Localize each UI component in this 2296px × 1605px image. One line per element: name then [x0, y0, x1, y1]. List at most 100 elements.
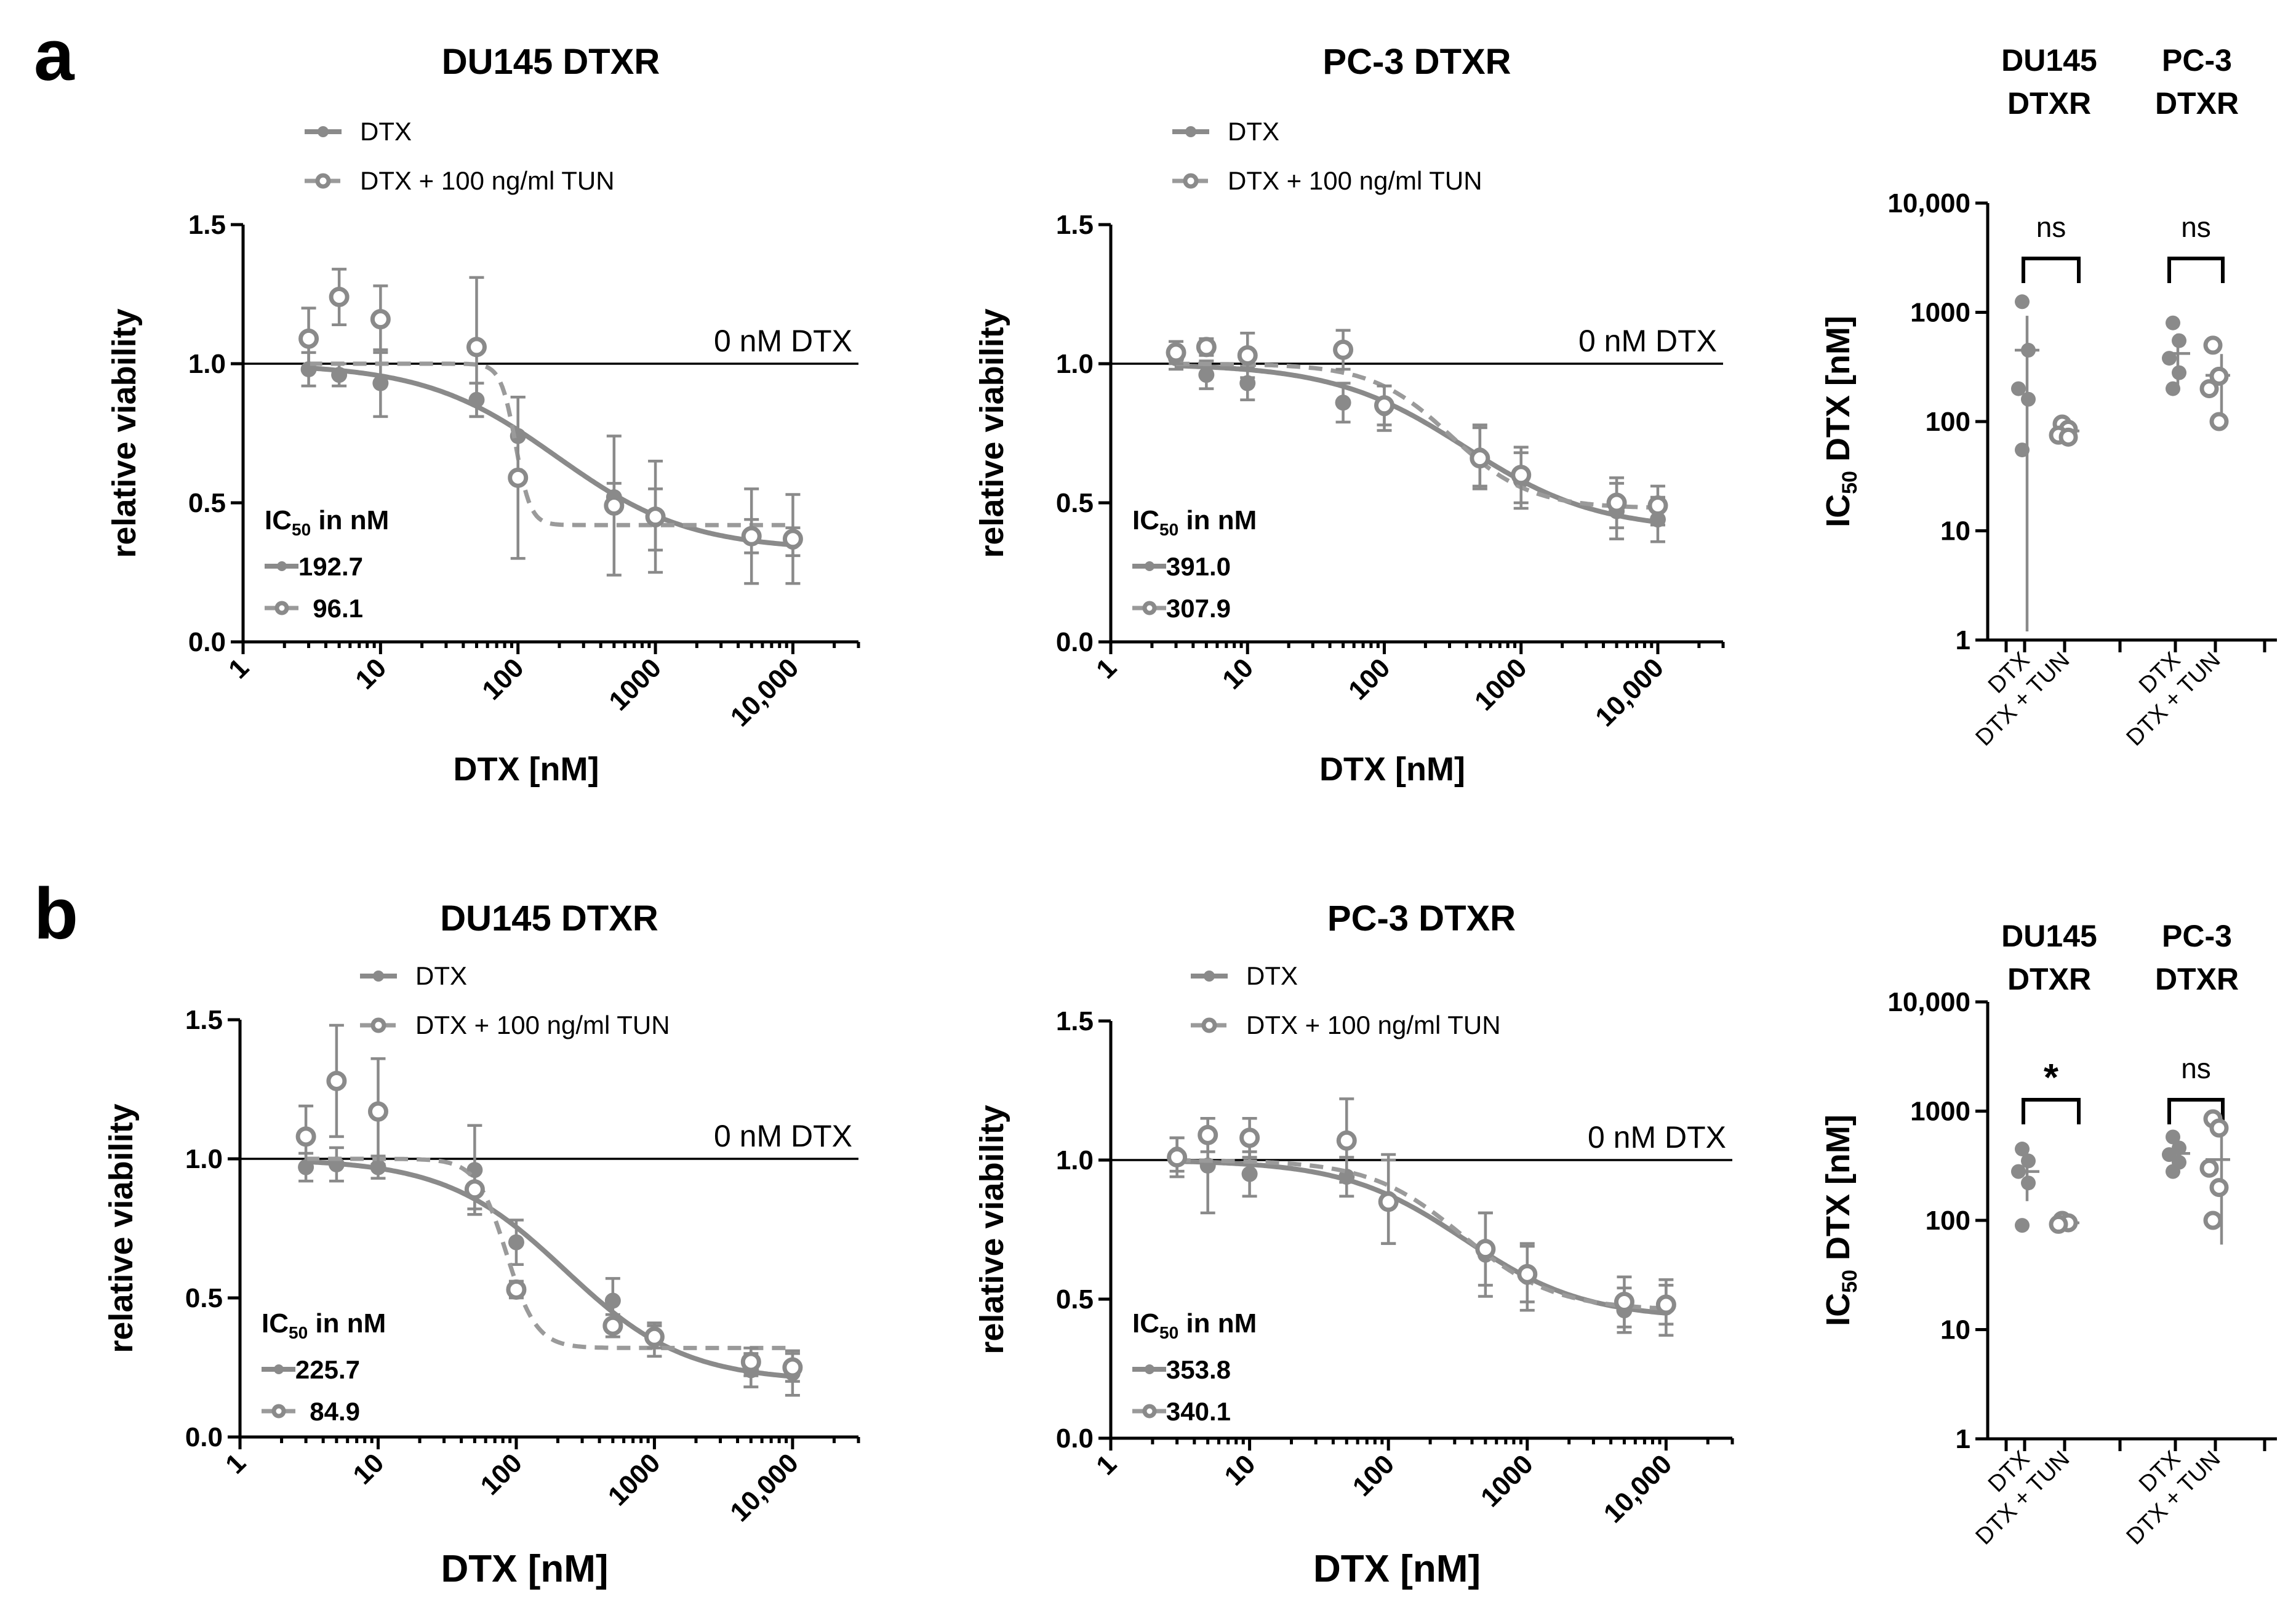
series-dtx-tun [1166, 329, 1668, 529]
data-point [782, 529, 803, 550]
significance-bracket [2022, 257, 2081, 283]
fit-curve [305, 1159, 793, 1379]
x-tick-label: 10,000 [1598, 1449, 1678, 1529]
data-point [604, 1292, 621, 1309]
ic50-marker-tun [271, 1404, 286, 1419]
x-tick-label: 10 [350, 652, 392, 695]
ic50-value-tun: 340.1 [1166, 1397, 1231, 1426]
data-point [2209, 1118, 2229, 1138]
ic50-value-tun: 96.1 [313, 594, 363, 623]
data-point [1374, 395, 1394, 416]
data-point [370, 309, 391, 330]
y-tick-label: 100 [1926, 1206, 1970, 1236]
legend-marker-tun [1183, 173, 1199, 189]
legend-marker-dtx [1204, 971, 1215, 982]
data-point [1470, 448, 1490, 469]
x-tick-label: 1 [220, 1447, 252, 1479]
y-tick-label: 1.5 [1056, 210, 1094, 240]
y-tick-label: 0.5 [1056, 488, 1094, 518]
x-tick-label: 10 [347, 1447, 390, 1490]
reference-label: 0 nM DTX [714, 1119, 852, 1153]
ic50-title: IC50 in nM [1132, 505, 1257, 539]
significance-label: * [2044, 1057, 2059, 1099]
reference-label: 0 nM DTX [1588, 1120, 1726, 1155]
data-point [2011, 1164, 2026, 1179]
legend-marker-dtx [373, 971, 384, 982]
ic50-value-tun: 307.9 [1166, 594, 1231, 623]
x-tick-label: 10 [1218, 1449, 1261, 1491]
y-tick-label: 1.5 [185, 1005, 223, 1035]
data-point [2172, 365, 2186, 380]
y-axis-title: IC50 DTX [nM] [1820, 1115, 1862, 1326]
significance-label: ns [2181, 211, 2211, 243]
data-point [2166, 315, 2180, 330]
data-point [1239, 1127, 1260, 1148]
significance-label: ns [2036, 211, 2066, 243]
ic50-marker-dtx [274, 1364, 284, 1374]
column-title: PC-3 [2162, 43, 2232, 78]
data-point [466, 337, 487, 358]
legend-marker-tun [315, 173, 331, 189]
data-point [602, 1315, 623, 1336]
y-tick-label: 0.0 [1056, 627, 1094, 657]
data-point [2011, 381, 2026, 396]
ic50-marker-dtx [1145, 561, 1154, 571]
data-point [1333, 339, 1354, 360]
y-tick-label: 1 [1956, 625, 1970, 655]
ic50-legend: IC50 in nM 225.7 84.9 [262, 1308, 386, 1426]
ic50-marker-dtx [277, 561, 287, 571]
data-point [1517, 1263, 1538, 1284]
column-title: PC-3 [2162, 919, 2232, 953]
legend: DTX DTX + 100 ng/ml TUN [1191, 961, 1501, 1039]
data-point [645, 506, 666, 527]
x-tick-label: 100 [1343, 652, 1396, 706]
y-tick-label: 0.0 [188, 627, 226, 657]
y-tick-label: 0.5 [1056, 1284, 1094, 1315]
data-point [1167, 1147, 1188, 1167]
chart-3: DU145 DTXR DTX DTX + 100 ng/ml TUN 0.0 0.5 1.… [103, 899, 860, 1590]
y-tick-label: 1.0 [188, 349, 226, 379]
data-point [1336, 1130, 1357, 1151]
ic50-marker-tun [1142, 1404, 1157, 1419]
data-point [1166, 342, 1186, 363]
fit-curve [1177, 1158, 1666, 1311]
ic50-legend: IC50 in nM 391.0 307.9 [1132, 505, 1257, 623]
chart-title: DU145 DTXR [440, 899, 658, 939]
y-tick-label: 1.5 [1056, 1006, 1094, 1036]
data-point [644, 1326, 665, 1347]
x-axis-title: DTX [nM] [454, 751, 599, 788]
data-point [1614, 1292, 1634, 1313]
ic50-marker-tun [1142, 601, 1157, 615]
data-point [2021, 391, 2036, 407]
data-point [2199, 379, 2219, 399]
data-point [508, 1234, 524, 1251]
data-point [782, 1357, 803, 1378]
x-tick-label: 100 [476, 652, 530, 706]
series-dtx-tun [298, 268, 803, 585]
legend-label-tun: DTX + 100 ng/ml TUN [360, 166, 615, 195]
chart-4: PC-3 DTXR DTX DTX + 100 ng/ml TUN 0.0 0.5 1.0… [974, 899, 1734, 1590]
data-point [2166, 1164, 2180, 1179]
reference-label: 0 nM DTX [714, 324, 852, 358]
group-3 [2199, 1109, 2230, 1245]
x-tick-label: 1 [1090, 1449, 1122, 1481]
data-point [2209, 412, 2229, 431]
data-point [508, 467, 529, 488]
data-point [2021, 1153, 2036, 1169]
ic50-marker-tun [274, 601, 289, 615]
column-title: DTXR [2155, 86, 2239, 121]
panel-label-a: a [34, 15, 75, 96]
ic50-legend: IC50 in nM 192.7 96.1 [265, 505, 389, 623]
data-point [298, 328, 319, 349]
data-point [1237, 345, 1258, 366]
x-tick-label: 100 [474, 1447, 528, 1501]
legend-marker-dtx [1185, 126, 1196, 137]
data-point [1196, 337, 1217, 358]
legend-marker-dtx [318, 126, 329, 137]
x-tick-label: 10 [1217, 652, 1259, 695]
series-dtx-tun [295, 1023, 803, 1383]
data-point [1511, 465, 1532, 486]
series-dtx-tun [1167, 1097, 1676, 1329]
x-tick-label: 10,000 [725, 652, 805, 732]
series-dtx [298, 1124, 801, 1397]
